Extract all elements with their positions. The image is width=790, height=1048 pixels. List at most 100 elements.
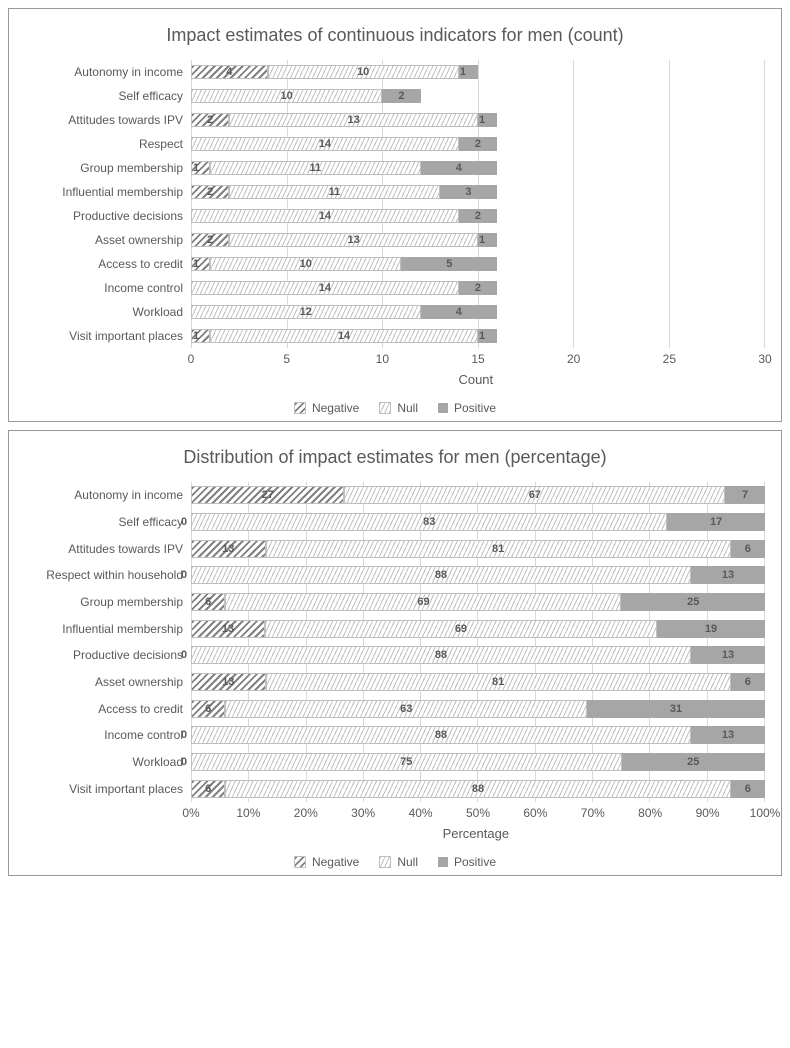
- bar-segment: 17: [667, 513, 765, 531]
- swatch-positive-icon: [438, 857, 448, 867]
- bar-segment: 6: [731, 780, 765, 798]
- bar-row: 27677: [191, 484, 765, 506]
- bar-row: 13816: [191, 671, 765, 693]
- bar-segment: 6: [191, 700, 225, 718]
- bar-segment: 13: [691, 646, 765, 664]
- x-axis-tick: 70%: [581, 806, 605, 820]
- legend-null: Null: [379, 855, 418, 869]
- bar-segment: 63: [225, 700, 587, 718]
- y-axis-category: Visit important places: [25, 778, 183, 800]
- bar-segment: 6: [731, 540, 765, 558]
- swatch-null-icon: [379, 856, 391, 868]
- plot-area: 4101102213114211142113142213111051421241…: [191, 60, 765, 348]
- x-axis-tick: 50%: [466, 806, 490, 820]
- x-axis-tick: 30%: [351, 806, 375, 820]
- bar-segment: 10: [210, 257, 401, 271]
- y-axis-category: Attitudes towards IPV: [25, 109, 183, 131]
- bar-segment: 4: [421, 161, 498, 175]
- swatch-positive-icon: [438, 403, 448, 413]
- bar-segment: 81: [266, 673, 731, 691]
- swatch-negative-icon: [294, 402, 306, 414]
- bars: 4101102213114211142113142213111051421241…: [191, 60, 765, 348]
- bar-row: 1141: [191, 325, 765, 347]
- bar-segment: 14: [191, 281, 459, 295]
- bar-segment: 1: [478, 233, 497, 247]
- chart-body: Autonomy in incomeSelf efficacyAttitudes…: [25, 60, 765, 348]
- x-axis-tick: 80%: [638, 806, 662, 820]
- bar-segment: 75: [191, 753, 622, 771]
- x-axis-tick: 10: [376, 352, 389, 366]
- bar-row: 142: [191, 205, 765, 227]
- bar-segment: 88: [191, 726, 691, 744]
- bar-segment: 5: [401, 257, 497, 271]
- x-axis-tick: 5: [283, 352, 290, 366]
- chart-count: Impact estimates of continuous indicator…: [8, 8, 782, 422]
- x-axis-tick: 100%: [750, 806, 781, 820]
- bar-segment: 88: [225, 780, 730, 798]
- bar-segment: 69: [265, 620, 657, 638]
- bar-row: 07525: [191, 751, 765, 773]
- bar-row: 66331: [191, 698, 765, 720]
- bar-segment: 2: [459, 281, 497, 295]
- bar-segment: 19: [657, 620, 765, 638]
- bar-segment: 25: [622, 753, 766, 771]
- y-axis-category: Asset ownership: [25, 229, 183, 251]
- x-axis-tick: 30: [758, 352, 771, 366]
- x-axis-ticks: 051015202530: [191, 352, 765, 370]
- bar-segment: 13: [691, 566, 765, 584]
- plot-area: 2767708317138160881366925136919088131381…: [191, 482, 765, 802]
- bar-segment: 1: [191, 257, 210, 271]
- x-axis-tick: 0%: [182, 806, 199, 820]
- y-axis-category: Influential membership: [25, 618, 183, 640]
- bar-segment: 69: [225, 593, 621, 611]
- bar-segment: 11: [210, 161, 420, 175]
- x-axis-ticks: 0%10%20%30%40%50%60%70%80%90%100%: [191, 806, 765, 824]
- bar-segment: 3: [440, 185, 497, 199]
- chart-body: Autonomy in incomeSelf efficacyAttitudes…: [25, 482, 765, 802]
- y-axis-category: Access to credit: [25, 253, 183, 275]
- bar-row: 2131: [191, 109, 765, 131]
- legend-positive: Positive: [438, 401, 496, 415]
- y-axis-category: Self efficacy: [25, 511, 183, 533]
- bar-segment: 13: [229, 233, 478, 247]
- bar-row: 08317: [191, 511, 765, 533]
- bar-segment: 2: [459, 137, 497, 151]
- bar-row: 136919: [191, 618, 765, 640]
- bar-segment: 10: [191, 89, 382, 103]
- bar-segment: 13: [229, 113, 478, 127]
- bar-segment: 81: [266, 540, 731, 558]
- chart-percentage: Distribution of impact estimates for men…: [8, 430, 782, 876]
- y-axis-category: Self efficacy: [25, 85, 183, 107]
- bar-segment: 12: [191, 305, 421, 319]
- bar-row: 08813: [191, 644, 765, 666]
- y-axis-category: Productive decisions: [25, 644, 183, 666]
- x-axis-tick: 10%: [236, 806, 260, 820]
- y-axis-category: Respect: [25, 133, 183, 155]
- bar-segment: 13: [691, 726, 765, 744]
- x-axis-title: Percentage: [25, 826, 765, 841]
- bar-segment: 1: [191, 329, 210, 343]
- legend-null: Null: [379, 401, 418, 415]
- x-axis-tick: 60%: [523, 806, 547, 820]
- bar-row: 08813: [191, 564, 765, 586]
- bar-row: 13816: [191, 538, 765, 560]
- bar-segment: 1: [478, 113, 497, 127]
- bar-segment: 13: [191, 620, 265, 638]
- y-axis-category: Group membership: [25, 591, 183, 613]
- bar-row: 2131: [191, 229, 765, 251]
- bar-segment: 67: [344, 486, 725, 504]
- x-axis-tick: 90%: [696, 806, 720, 820]
- bar-row: 142: [191, 277, 765, 299]
- legend-negative: Negative: [294, 855, 359, 869]
- legend: Negative Null Positive: [25, 401, 765, 415]
- bar-segment: 6: [191, 780, 225, 798]
- x-axis: 0%10%20%30%40%50%60%70%80%90%100%: [25, 806, 765, 824]
- bar-segment: 2: [382, 89, 420, 103]
- bar-segment: 88: [191, 646, 691, 664]
- swatch-null-icon: [379, 402, 391, 414]
- y-axis-category: Respect within household: [25, 564, 183, 586]
- bar-segment: 2: [191, 233, 229, 247]
- y-axis-labels: Autonomy in incomeSelf efficacyAttitudes…: [25, 60, 191, 348]
- bar-row: 08813: [191, 724, 765, 746]
- y-axis-category: Autonomy in income: [25, 61, 183, 83]
